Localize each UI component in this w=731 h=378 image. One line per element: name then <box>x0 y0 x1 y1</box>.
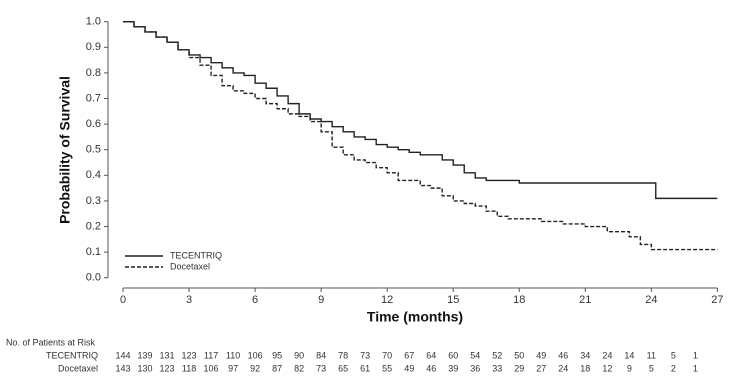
risk-count: 5 <box>671 350 676 360</box>
risk-count: 82 <box>294 363 304 373</box>
y-tick-label: 0.5 <box>86 144 101 156</box>
y-tick-label: 0.4 <box>86 169 101 181</box>
risk-count: 9 <box>627 363 632 373</box>
risk-count: 24 <box>602 350 612 360</box>
risk-count: 5 <box>649 363 654 373</box>
risk-count: 65 <box>338 363 348 373</box>
survival-curve <box>123 20 718 251</box>
risk-count: 46 <box>558 350 568 360</box>
risk-count: 14 <box>624 350 634 360</box>
risk-count: 49 <box>404 363 414 373</box>
risk-count: 27 <box>536 363 546 373</box>
y-tick-label: 0.1 <box>86 246 101 258</box>
y-tick-label: 0.8 <box>86 67 101 79</box>
risk-count: 110 <box>226 350 240 360</box>
risk-count: 90 <box>294 350 304 360</box>
risk-count: 130 <box>138 363 153 373</box>
y-tick-label: 0.3 <box>86 195 101 207</box>
risk-count: 144 <box>115 350 130 360</box>
y-tick-label: 1.0 <box>86 16 101 28</box>
risk-count: 54 <box>470 350 480 360</box>
risk-count: 34 <box>580 350 590 360</box>
risk-count: 123 <box>160 363 175 373</box>
y-tick-label: 0.2 <box>86 220 101 232</box>
risk-count: 52 <box>492 350 502 360</box>
risk-count: 131 <box>160 350 175 360</box>
x-tick-label: 3 <box>186 294 192 306</box>
x-tick-label: 12 <box>381 294 393 306</box>
y-tick-label: 0.6 <box>86 118 101 130</box>
legend-label: TECENTRIQ <box>170 250 222 260</box>
risk-count: 50 <box>514 350 524 360</box>
risk-count: 39 <box>448 363 458 373</box>
risk-count: 1 <box>693 363 698 373</box>
y-tick-label: 0.9 <box>86 41 101 53</box>
risk-count: 60 <box>448 350 458 360</box>
y-tick-label: 0.7 <box>86 92 101 104</box>
legend-label: Docetaxel <box>170 261 210 271</box>
risk-count: 78 <box>338 350 348 360</box>
risk-count: 84 <box>316 350 326 360</box>
risk-count: 143 <box>115 363 130 373</box>
y-tick-label: 0.0 <box>86 272 101 284</box>
risk-count: 55 <box>382 363 392 373</box>
x-tick-label: 21 <box>579 294 591 306</box>
risk-count: 29 <box>514 363 524 373</box>
risk-count: 1 <box>693 350 698 360</box>
x-tick-label: 9 <box>318 294 324 306</box>
risk-count: 73 <box>316 363 326 373</box>
risk-table-title: No. of Patients at Risk <box>6 337 96 347</box>
risk-count: 24 <box>558 363 568 373</box>
risk-count: 117 <box>204 350 218 360</box>
risk-count: 92 <box>250 363 260 373</box>
x-tick-label: 18 <box>513 294 525 306</box>
risk-count: 87 <box>272 363 282 373</box>
x-tick-label: 0 <box>120 294 126 306</box>
risk-count: 97 <box>228 363 238 373</box>
risk-count: 95 <box>272 350 282 360</box>
risk-count: 49 <box>536 350 546 360</box>
risk-count: 67 <box>404 350 414 360</box>
x-tick-label: 15 <box>447 294 459 306</box>
risk-count: 70 <box>382 350 392 360</box>
x-tick-label: 24 <box>645 294 657 306</box>
risk-count: 2 <box>671 363 676 373</box>
risk-row-label: Docetaxel <box>58 363 98 373</box>
risk-count: 18 <box>580 363 590 373</box>
risk-count: 106 <box>204 363 219 373</box>
risk-count: 36 <box>470 363 480 373</box>
risk-count: 73 <box>360 350 370 360</box>
risk-row-label: TECENTRIQ <box>46 350 98 360</box>
risk-count: 11 <box>647 350 656 360</box>
risk-count: 118 <box>182 363 196 373</box>
risk-count: 12 <box>602 363 612 373</box>
x-tick-label: 27 <box>711 294 723 306</box>
risk-count: 123 <box>182 350 197 360</box>
survival-curve <box>123 20 718 200</box>
x-tick-label: 6 <box>252 294 258 306</box>
x-axis-label: Time (months) <box>367 309 463 325</box>
risk-count: 33 <box>492 363 502 373</box>
risk-count: 106 <box>248 350 263 360</box>
y-axis-label: Probability of Survival <box>57 76 73 224</box>
risk-count: 46 <box>426 363 436 373</box>
risk-count: 139 <box>138 350 153 360</box>
risk-count: 61 <box>360 363 370 373</box>
risk-count: 64 <box>426 350 436 360</box>
